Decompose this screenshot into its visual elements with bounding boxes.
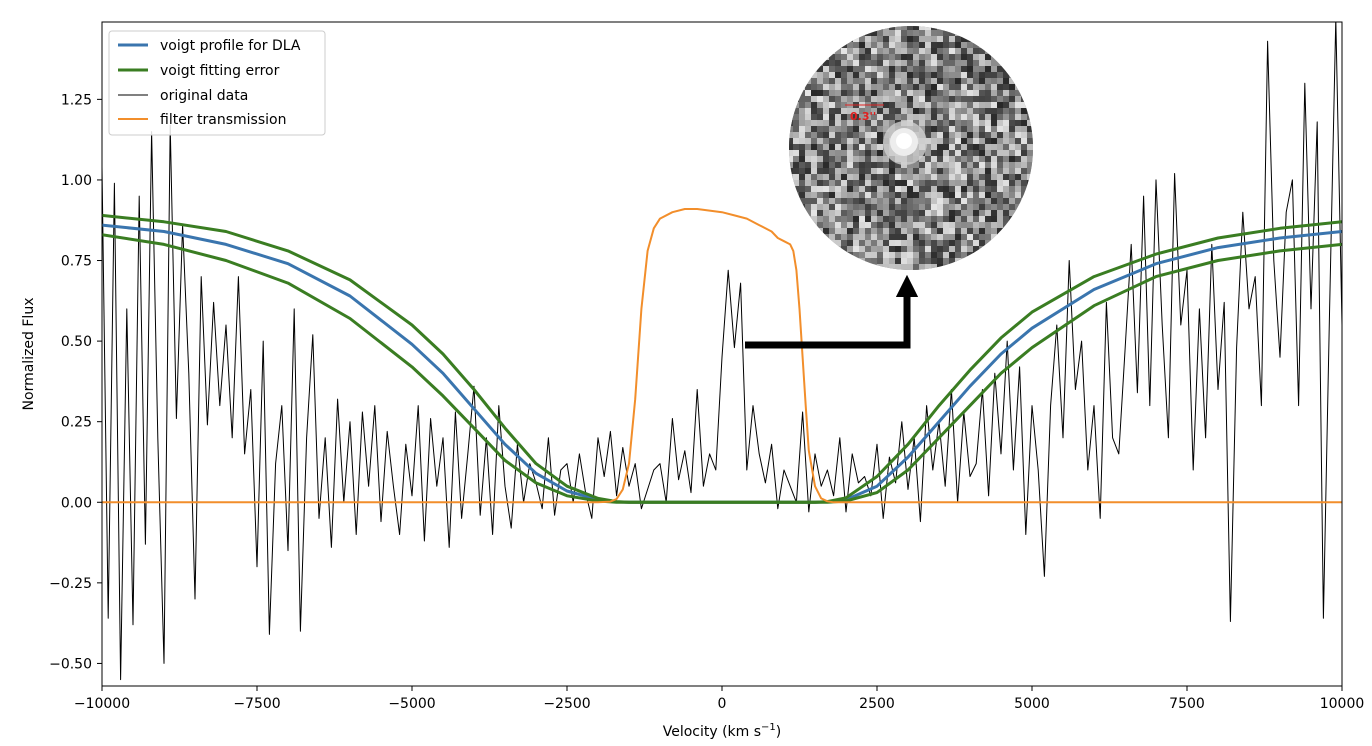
x-tick-label: 7500 bbox=[1169, 696, 1205, 712]
series-line-2 bbox=[102, 233, 1342, 504]
annotation-arrow bbox=[745, 274, 919, 349]
y-tick-label: 0.25 bbox=[61, 415, 92, 431]
inset-image: 0.3'' bbox=[789, 26, 1033, 270]
legend-label-voigt: voigt profile for DLA bbox=[160, 38, 301, 54]
x-tick-label: 10000 bbox=[1320, 696, 1365, 712]
x-tick-label: −7500 bbox=[233, 696, 280, 712]
legend-box bbox=[108, 30, 326, 136]
x-tick-label: −2500 bbox=[543, 696, 590, 712]
x-tick-label: −10000 bbox=[74, 696, 130, 712]
legend-label-filter: filter transmission bbox=[160, 112, 286, 128]
x-tick-label: −5000 bbox=[388, 696, 435, 712]
y-tick-label: 0.50 bbox=[61, 334, 92, 350]
x-tick-label: 2500 bbox=[859, 696, 895, 712]
x-axis-label: Velocity (km s−1) bbox=[663, 722, 782, 740]
x-axis: −10000 −7500 −5000 −2500 0 2500 5000 7500 10000 bbox=[74, 686, 1364, 712]
y-axis: −0.50 −0.25 0.00 0.25 0.50 0.75 1.00 1.25 bbox=[49, 92, 102, 672]
x-tick-label: 5000 bbox=[1014, 696, 1050, 712]
series-layer bbox=[102, 22, 1342, 681]
y-tick-label: 0.75 bbox=[61, 254, 92, 270]
y-axis-label: Normalized Flux bbox=[21, 298, 37, 411]
y-tick-label: 1.25 bbox=[61, 92, 92, 108]
y-tick-label: 0.00 bbox=[61, 495, 92, 511]
series-line-3 bbox=[102, 22, 1342, 681]
legend-label-error: voigt fitting error bbox=[160, 63, 280, 79]
y-tick-label: 1.00 bbox=[61, 173, 92, 189]
series-line-4 bbox=[102, 208, 1342, 504]
legend-label-data: original data bbox=[160, 88, 248, 104]
x-tick-label: 0 bbox=[718, 696, 727, 712]
inset-scale-label: 0.3'' bbox=[850, 110, 876, 123]
y-tick-label: −0.50 bbox=[49, 656, 92, 672]
legend: voigt profile for DLA voigt fitting erro… bbox=[108, 30, 326, 136]
y-tick-label: −0.25 bbox=[49, 576, 92, 592]
